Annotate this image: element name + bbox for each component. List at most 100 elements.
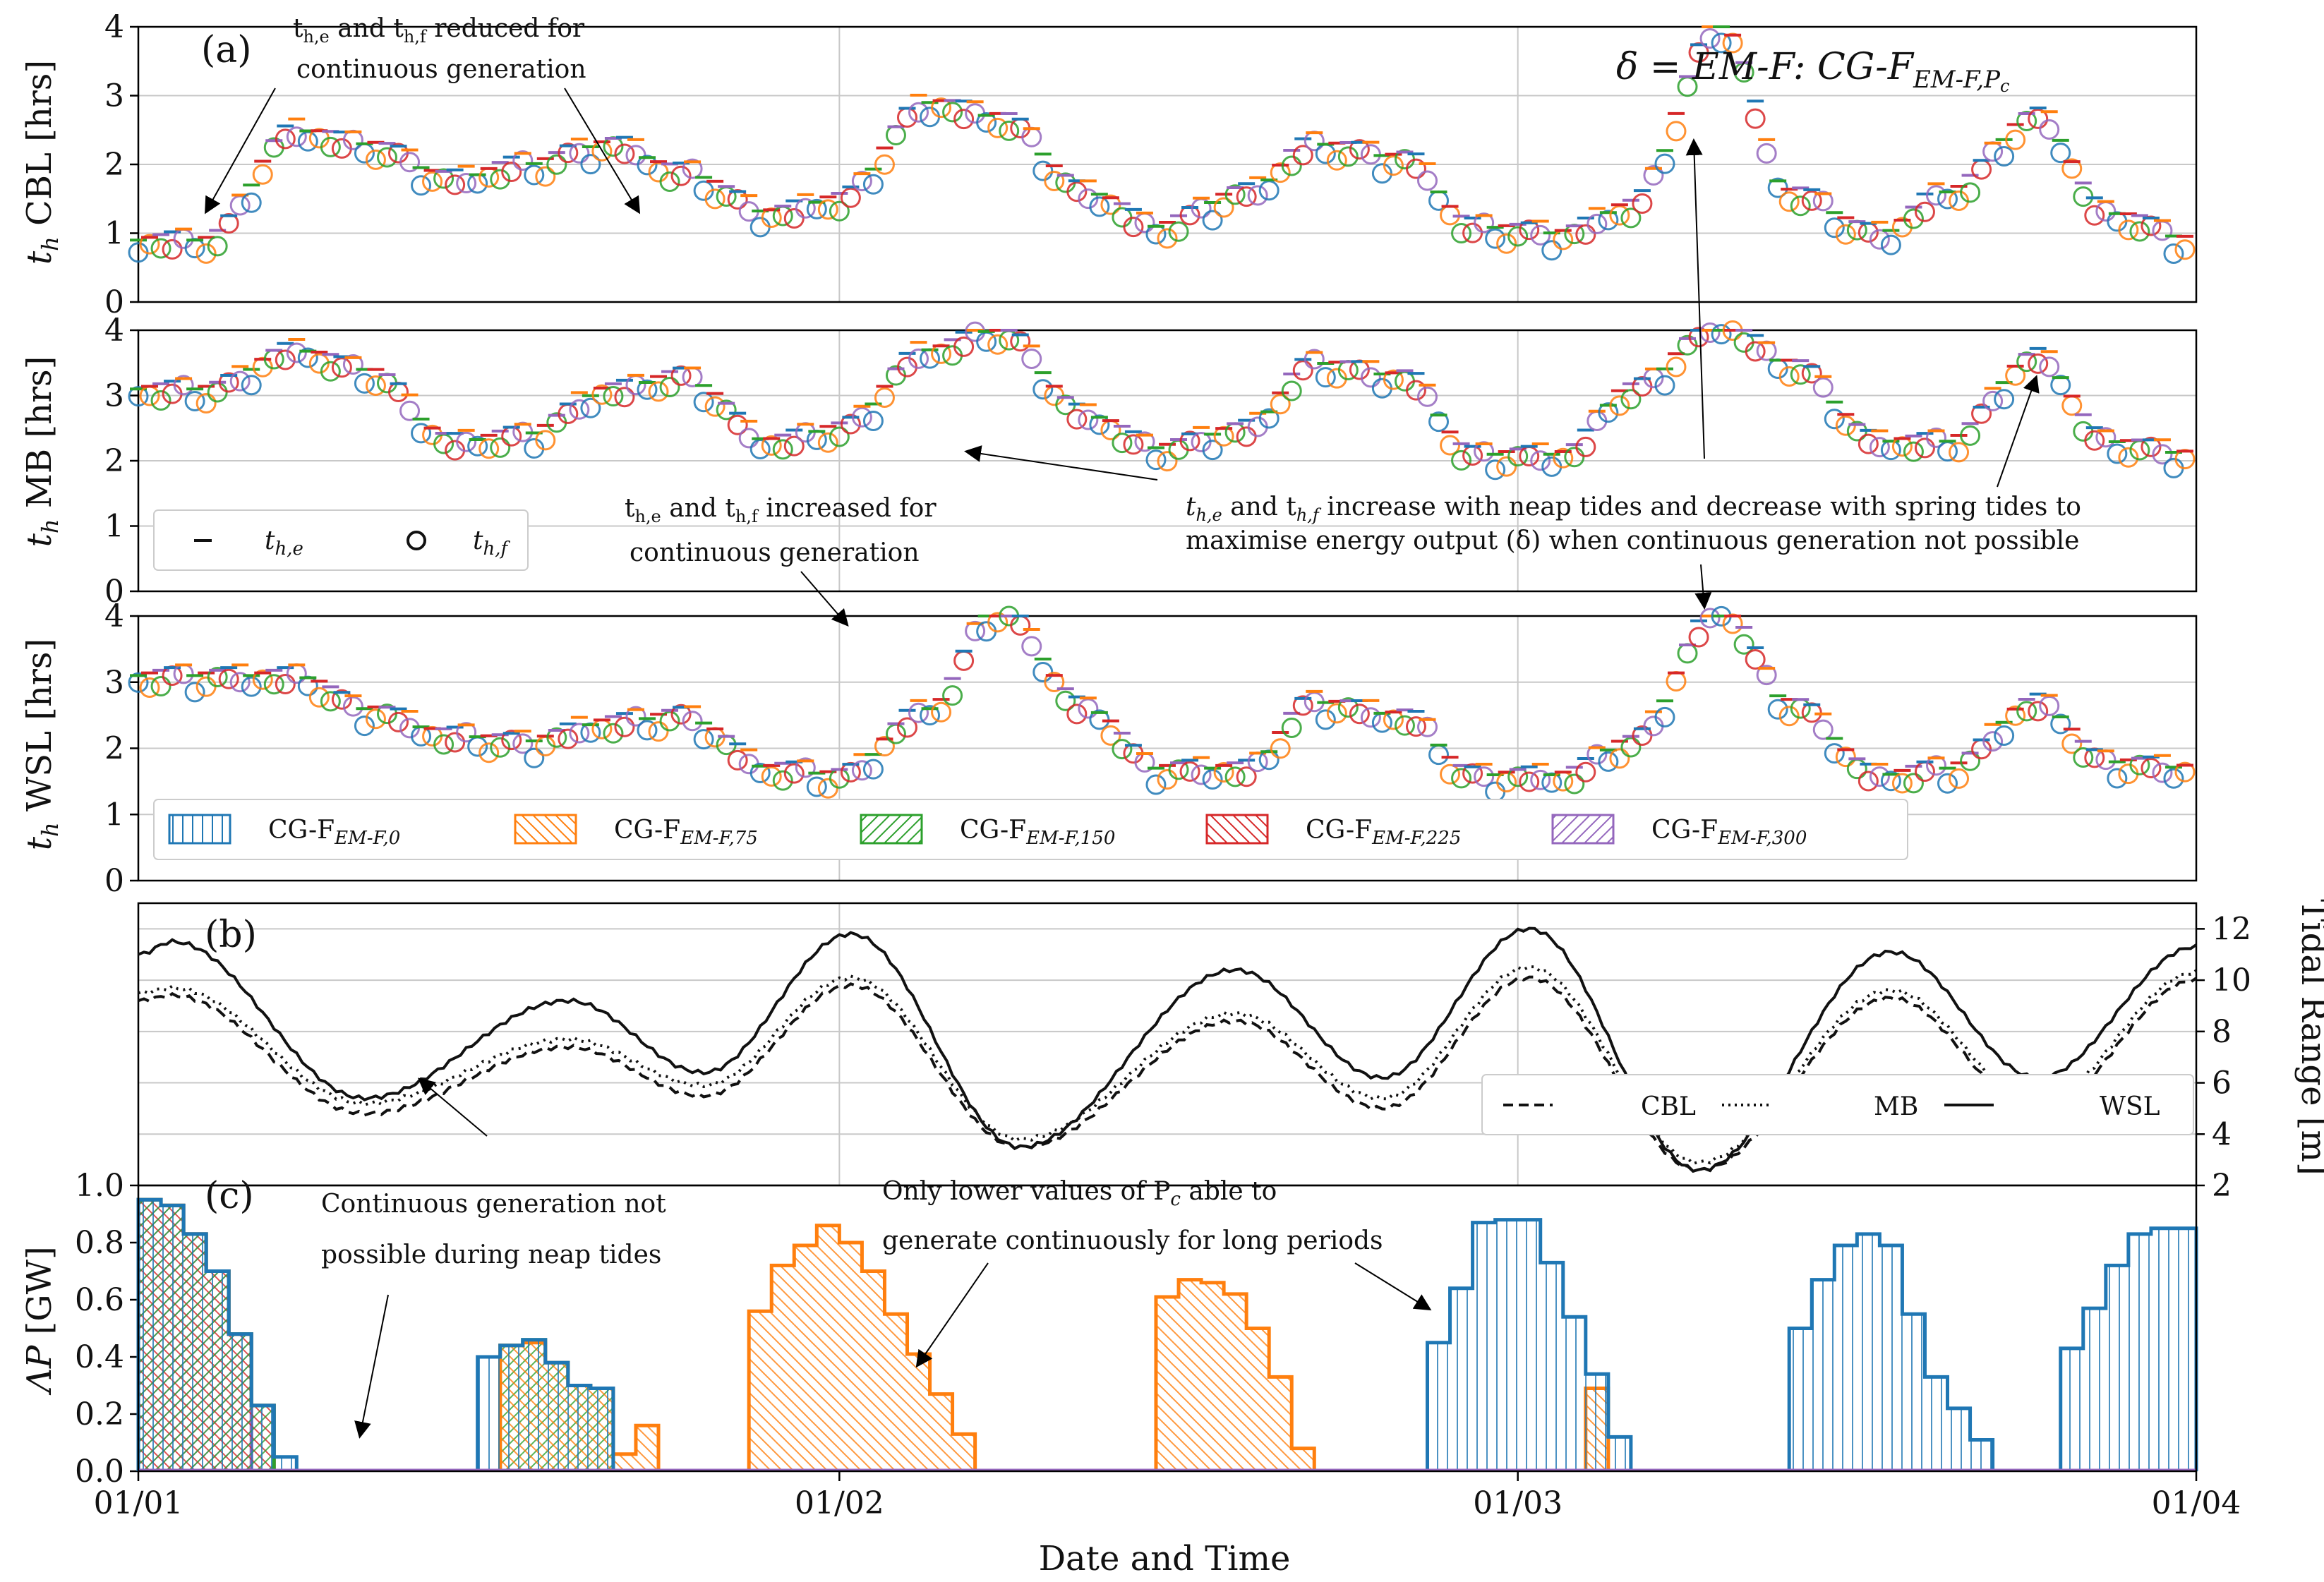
cases-legend: CG-FEM-F,0 CG-FEM-F,75 CG-FEM-F,150 CG-FEM-… — [153, 799, 1908, 860]
thf-marker — [1270, 162, 1291, 183]
thf-marker — [320, 136, 341, 157]
thf-marker — [1903, 773, 1924, 794]
thf-marker — [535, 430, 556, 451]
thf-marker — [1982, 141, 2004, 162]
power-bar — [1879, 1245, 1903, 1471]
thf-marker — [1790, 195, 1811, 217]
power-bar — [1155, 1296, 1179, 1471]
thf-marker — [297, 347, 318, 368]
thf-marker — [1914, 437, 1935, 459]
ann-increased-line1: th,e and th,f increased for — [625, 494, 937, 526]
thf-marker — [1756, 665, 1777, 686]
legend-swatch — [514, 814, 577, 845]
thf-marker — [1168, 759, 1189, 780]
ytick-label: 1 — [104, 216, 124, 252]
thf-marker — [1157, 769, 1178, 790]
thf-marker — [1213, 197, 1234, 218]
thf-marker — [1666, 356, 1687, 378]
thf-marker — [659, 171, 680, 193]
thf-marker — [1654, 375, 1675, 396]
thf-marker — [467, 736, 488, 757]
thf-marker — [817, 432, 838, 453]
thf-marker — [625, 145, 646, 166]
thf-marker — [558, 143, 579, 164]
ytick-label: 0.6 — [75, 1282, 124, 1318]
thf-marker — [1428, 411, 1450, 433]
thf-marker — [422, 171, 443, 192]
thf-marker — [761, 435, 782, 456]
thf-marker — [682, 366, 703, 387]
thf-marker — [942, 102, 963, 123]
thf-marker — [1349, 704, 1370, 725]
arrow-neap-2 — [1685, 138, 1705, 459]
thf-marker — [2050, 143, 2071, 164]
thf-marker — [1925, 755, 1946, 776]
arrow-neap-1 — [964, 445, 1158, 481]
thf-marker — [399, 152, 421, 173]
ytick-label: 0 — [104, 863, 124, 899]
thf-marker — [1767, 699, 1788, 720]
power-bar — [794, 1245, 817, 1471]
thf-marker — [1134, 212, 1155, 234]
thf-marker — [342, 354, 363, 375]
thf-marker — [286, 342, 307, 363]
thf-marker — [2061, 395, 2083, 416]
thf-marker — [1044, 170, 1065, 191]
thf-marker — [2174, 761, 2196, 783]
thf-marker — [1485, 459, 1506, 481]
thf-marker — [1949, 442, 1970, 463]
ytick-label: 0 — [104, 284, 124, 320]
thf-marker — [2028, 701, 2049, 722]
thf-marker — [908, 102, 929, 123]
panel-c-label: (c) — [205, 1175, 254, 1217]
thf-marker — [1824, 409, 1845, 430]
thf-marker — [1485, 228, 1506, 249]
ann-reduced-line2: continuous generation — [296, 55, 586, 84]
thf-marker — [1496, 772, 1517, 793]
thf-marker — [2016, 701, 2037, 722]
thf-marker — [1168, 221, 1189, 242]
thf-marker — [207, 236, 228, 257]
thf-marker — [829, 426, 850, 447]
thf-marker — [1632, 193, 1653, 214]
thf-marker — [1812, 191, 1834, 212]
thf-marker — [1258, 408, 1280, 429]
thf-marker — [229, 672, 251, 693]
thf-marker — [1281, 380, 1302, 401]
arrow-neap-4 — [1694, 564, 1712, 610]
tidal-line-cbl — [138, 975, 2198, 1173]
thf-marker — [920, 348, 941, 369]
ytick-label: 2 — [2212, 1168, 2232, 1204]
thf-marker — [354, 143, 375, 164]
thf-marker — [1994, 389, 2015, 410]
thf-marker — [1620, 207, 1642, 229]
thf-marker — [1440, 763, 1461, 785]
thf-marker — [738, 754, 759, 775]
thf-marker — [1587, 213, 1608, 234]
legend-swatch — [1205, 814, 1269, 845]
power-bar — [1201, 1282, 1224, 1471]
thf-marker — [749, 763, 771, 784]
panel-a-label: (a) — [201, 29, 252, 71]
thf-marker — [783, 208, 805, 229]
thf-marker — [1858, 771, 1879, 792]
power-bar — [2128, 1233, 2151, 1471]
ylabel-tidal-range: Tidal Range [m] — [2294, 899, 2324, 1175]
thf-marker — [772, 770, 793, 791]
axes-frame — [137, 25, 2198, 303]
power-bar — [749, 1311, 772, 1471]
thf-marker — [558, 728, 579, 749]
power-step — [136, 1197, 2198, 1471]
legend-swatch — [168, 814, 231, 845]
thf-marker — [2073, 421, 2094, 442]
thf-marker — [2005, 705, 2026, 726]
thf-marker — [1179, 205, 1200, 226]
thf-marker — [953, 650, 975, 671]
thf-marker — [862, 174, 884, 195]
thf-marker — [1451, 768, 1472, 789]
thf-marker — [1575, 224, 1596, 245]
thf-marker — [456, 431, 477, 452]
thf-marker — [1145, 774, 1167, 795]
thf-marker — [1541, 240, 1563, 261]
thf-marker — [150, 390, 171, 411]
